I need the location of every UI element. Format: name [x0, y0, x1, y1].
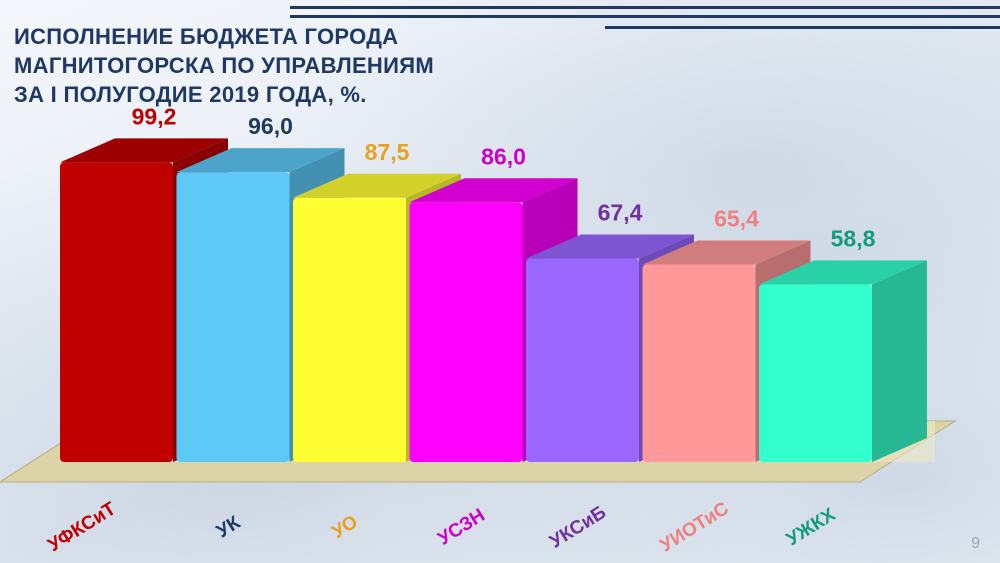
value-label-6: 65,4 — [714, 205, 759, 231]
category-label-3: УО — [328, 512, 361, 544]
title-line-1: ИСПОЛНЕНИЕ БЮДЖЕТА ГОРОДА — [14, 24, 399, 49]
bar-front — [759, 284, 872, 462]
decor-stripe-top — [290, 6, 1000, 9]
bar-front — [526, 258, 639, 462]
bar-front — [176, 172, 290, 462]
bar-front — [642, 264, 756, 462]
decor-stripe-short — [605, 26, 1000, 29]
bar-side — [872, 260, 927, 462]
value-label-2: 96,0 — [248, 113, 293, 139]
value-label-7: 58,8 — [831, 225, 876, 251]
bar-7 — [759, 260, 927, 462]
title-line-2: МАГНИТОГОРСКА ПО УПРАВЛЕНИЯМ — [14, 53, 434, 78]
category-label-5: УКСиБ — [546, 502, 610, 553]
title-line-3: ЗА I ПОЛУГОДИЕ 2019 ГОДА, %. — [14, 82, 367, 107]
slide-title: ИСПОЛНЕНИЕ БЮДЖЕТА ГОРОДА МАГНИТОГОРСКА … — [14, 22, 484, 109]
category-label-6: УИОТиС — [657, 498, 733, 557]
category-label-2: УК — [213, 512, 244, 542]
bar-front — [293, 197, 406, 462]
bar-top — [176, 148, 345, 173]
bar-top — [409, 178, 578, 203]
category-label-4: УСЗН — [434, 505, 488, 550]
bar-top — [526, 234, 694, 259]
category-label-7: УЖКХ — [783, 504, 840, 550]
category-label-1: УФКСиТ — [44, 498, 120, 556]
bar-top — [759, 260, 927, 285]
bar-top — [293, 173, 461, 198]
bar-front — [60, 162, 173, 462]
bar-top — [60, 138, 228, 163]
value-label-3: 87,5 — [365, 139, 410, 165]
decor-stripe-middle — [290, 15, 1000, 18]
value-label-1: 99,2 — [132, 103, 177, 129]
bar-front — [409, 202, 523, 462]
page-number: 9 — [971, 535, 980, 552]
value-label-5: 67,4 — [598, 199, 643, 225]
bar-top — [642, 240, 811, 265]
value-label-4: 86,0 — [481, 143, 526, 169]
